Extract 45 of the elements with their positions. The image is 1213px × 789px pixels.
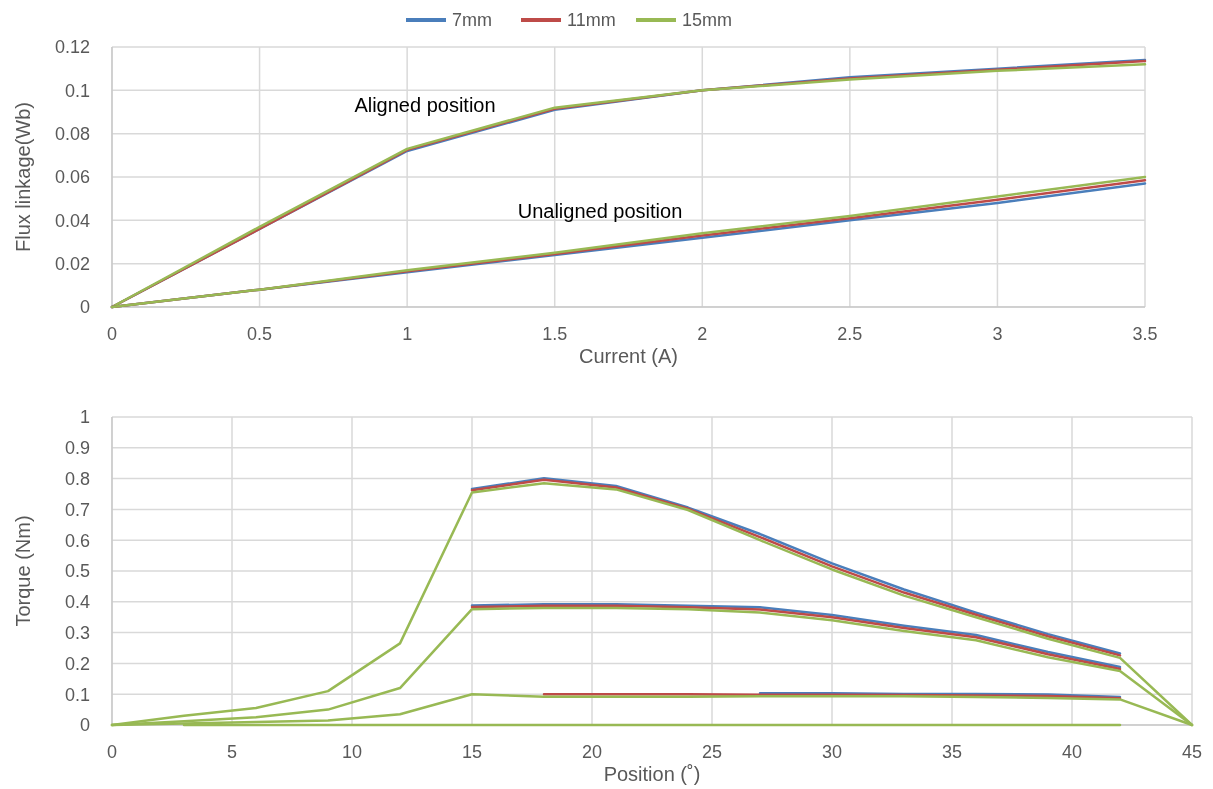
- y-axis-title: Flux linkage(Wb): [12, 101, 34, 253]
- x-tick-label: 45: [1181, 742, 1203, 762]
- annotation: Unaligned position: [517, 200, 683, 222]
- x-tick-label: 2.5: [837, 324, 863, 344]
- x-tick-label: 3.5: [1132, 324, 1158, 344]
- y-tick-label: 0.4: [64, 592, 90, 613]
- y-tick-label: 0.2: [64, 653, 90, 674]
- x-tick-label: 40: [1061, 742, 1083, 762]
- x-tick-label: 2: [697, 324, 708, 344]
- y-tick-label: 0: [79, 715, 90, 736]
- legend-label: 11mm: [567, 10, 616, 31]
- x-tick-label: 5: [226, 742, 238, 762]
- y-tick-label: 0.5: [64, 561, 90, 582]
- x-tick-label: 30: [821, 742, 843, 762]
- x-axis-title: Position (˚): [603, 763, 701, 785]
- y-tick-label: 0.02: [54, 253, 90, 274]
- y-tick-label: 0.8: [64, 468, 90, 489]
- x-tick-label: 10: [341, 742, 363, 762]
- legend-label: 7mm: [452, 10, 492, 31]
- legend-label: 15mm: [682, 10, 733, 31]
- y-tick-label: 0.12: [54, 37, 90, 58]
- x-tick-label: 15: [461, 742, 483, 762]
- x-tick-label: 1.5: [542, 324, 568, 344]
- x-tick-label: 0.5: [247, 324, 273, 344]
- y-tick-label: 0.3: [64, 622, 90, 643]
- x-tick-label: 0: [106, 324, 118, 344]
- y-tick-label: 1: [79, 407, 90, 428]
- annotation: Aligned position: [354, 94, 496, 116]
- y-tick-label: 0.06: [54, 167, 90, 188]
- x-tick-label: 0: [106, 742, 118, 762]
- x-tick-label: 25: [701, 742, 723, 762]
- y-tick-label: 0: [79, 297, 90, 318]
- y-tick-label: 0.04: [54, 210, 90, 231]
- y-tick-label: 0.6: [64, 530, 90, 551]
- y-tick-label: 0.1: [64, 80, 90, 101]
- x-tick-label: 1: [402, 324, 413, 344]
- y-tick-label: 0.08: [54, 123, 90, 144]
- x-tick-label: 35: [941, 742, 963, 762]
- x-axis-title: Current (A): [579, 345, 678, 367]
- y-tick-label: 0.1: [64, 684, 90, 705]
- x-tick-label: 3: [992, 324, 1003, 344]
- y-tick-label: 0.9: [64, 438, 90, 459]
- y-axis-title: Torque (Nm): [12, 515, 34, 627]
- x-tick-label: 20: [581, 742, 603, 762]
- y-tick-label: 0.7: [64, 499, 90, 520]
